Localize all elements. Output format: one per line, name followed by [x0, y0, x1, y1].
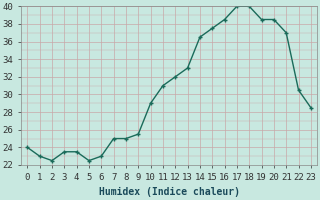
X-axis label: Humidex (Indice chaleur): Humidex (Indice chaleur) — [99, 187, 240, 197]
